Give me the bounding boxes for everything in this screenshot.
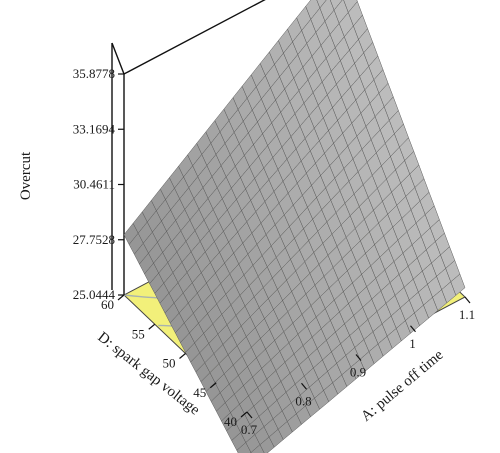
x-tick-mark: [301, 382, 307, 390]
y-tick-mark: [179, 353, 186, 359]
top-left-edge: [111, 42, 125, 75]
z-tick-label: 30.4611: [73, 177, 115, 192]
x-tick-mark: [355, 354, 362, 361]
response-surface: [123, 0, 466, 453]
x-tick-label: 1.1: [459, 307, 475, 322]
x-tick-label: 1: [409, 336, 416, 351]
y-tick-label: 50: [163, 356, 176, 371]
z-tick-label: 33.1694: [73, 121, 116, 136]
top-back-edge: [123, 0, 266, 75]
z-tick-label: 25.0444: [73, 287, 116, 302]
surface-cell: [450, 273, 466, 296]
y-tick-mark: [117, 294, 125, 301]
y-tick-label: 55: [132, 326, 145, 341]
y-tick-mark: [240, 411, 248, 418]
y-tick-label: 45: [193, 385, 206, 400]
z-tick-label: 27.7528: [73, 232, 115, 247]
y-tick-mark: [148, 323, 156, 330]
y-tick-mark: [209, 382, 217, 389]
x-tick-label: 0.7: [241, 422, 258, 437]
y-tick-label: 60: [101, 297, 114, 312]
x-tick-label: 0.9: [350, 365, 366, 380]
x-tick-mark: [464, 296, 471, 304]
x-tick-label: 0.8: [295, 393, 311, 408]
axis-ticks: 25.0444 27.7528 30.4611 33.1694 35.8778 40 45 5…: [73, 66, 475, 437]
y-tick-label: 40: [224, 414, 237, 429]
z-axis-title: Overcut: [18, 151, 34, 200]
x-tick-mark: [246, 411, 253, 419]
z-tick-label: 35.8778: [73, 66, 115, 81]
x-tick-mark: [410, 325, 416, 333]
